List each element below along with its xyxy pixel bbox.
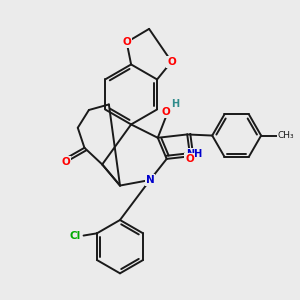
Text: O: O — [61, 157, 70, 167]
Text: O: O — [185, 154, 194, 164]
Text: H: H — [172, 99, 180, 110]
Text: CH₃: CH₃ — [278, 131, 294, 140]
Text: O: O — [161, 107, 170, 117]
Text: O: O — [122, 37, 131, 47]
Text: Cl: Cl — [69, 231, 80, 241]
Text: N: N — [146, 175, 154, 185]
Text: O: O — [167, 57, 176, 67]
Text: NH: NH — [186, 149, 203, 159]
